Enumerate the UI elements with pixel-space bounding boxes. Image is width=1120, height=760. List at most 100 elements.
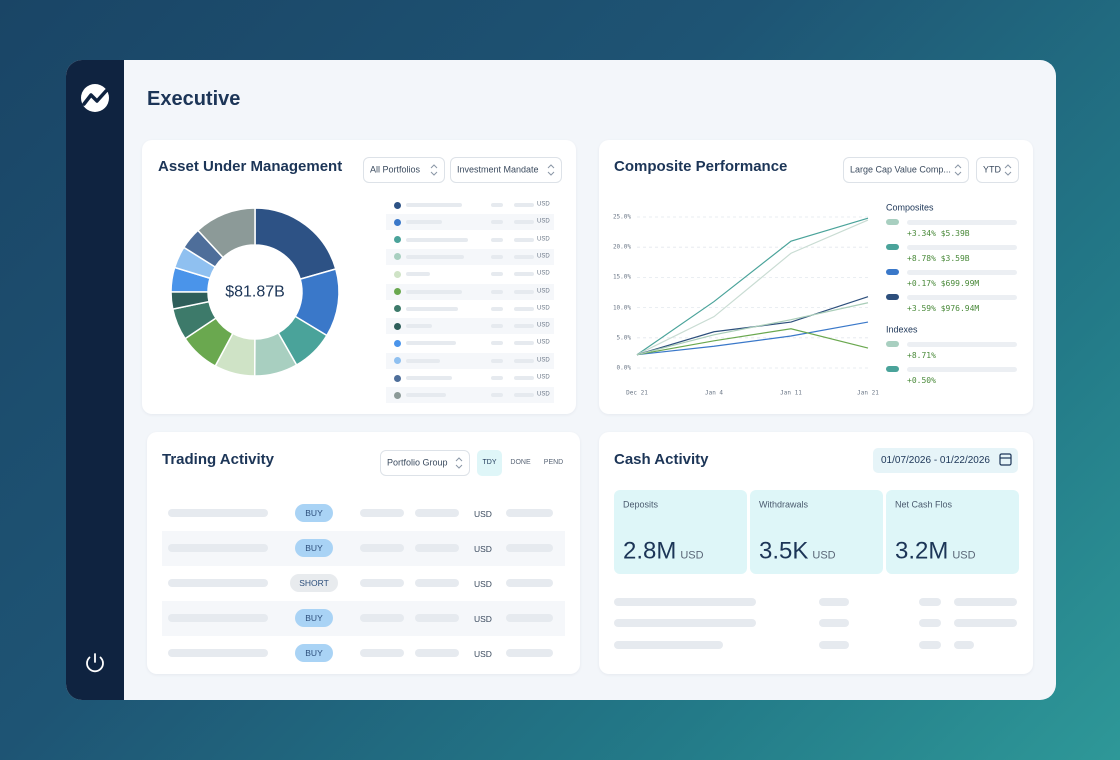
y-tick-label: 25.0%: [612, 213, 631, 221]
placeholder-bar: [506, 544, 553, 552]
select-label: Investment Mandate: [457, 164, 539, 175]
placeholder-bar: [406, 237, 468, 242]
placeholder-bar: [491, 203, 503, 207]
date-range[interactable]: [873, 448, 1018, 473]
chevron: [547, 164, 555, 176]
select[interactable]: [976, 157, 1019, 183]
select-label: YTD: [983, 164, 1001, 175]
placeholder-bar: [514, 272, 534, 277]
series-line: [636, 321, 869, 356]
placeholder-bar: [514, 254, 534, 259]
legend-swatch: [886, 219, 899, 225]
side-label: SHORT: [299, 577, 329, 588]
power-button[interactable]: [86, 653, 104, 673]
placeholder-bar: [415, 649, 459, 657]
placeholder-bar: [406, 306, 458, 311]
currency-label: USD: [537, 339, 550, 346]
currency-label: USD: [537, 218, 550, 225]
placeholder-bar: [514, 358, 534, 363]
placeholder-bar: [514, 306, 534, 311]
placeholder-bar: [907, 294, 1017, 300]
placeholder-bar: [406, 358, 440, 363]
placeholder-bar: [514, 376, 534, 380]
placeholder-bar: [506, 579, 553, 587]
series-line: [636, 217, 869, 356]
placeholder-bar: [907, 366, 1017, 372]
y-tick-label: 20.0%: [612, 243, 631, 251]
legend-swatch: [394, 339, 401, 347]
legend-value: +0.50%: [907, 376, 936, 386]
metric-card: [614, 490, 747, 574]
currency-label: USD: [537, 236, 550, 242]
legend-swatch: [394, 201, 401, 209]
select[interactable]: [363, 157, 445, 183]
placeholder-bar: [491, 393, 503, 398]
placeholder-bar: [614, 641, 723, 649]
placeholder-bar: [406, 203, 462, 207]
placeholder-bar: [491, 272, 503, 277]
tab: DONE: [510, 458, 531, 466]
placeholder-bar: [954, 598, 1017, 606]
placeholder-bar: [415, 509, 459, 517]
select-label: Large Cap Value Comp...: [850, 164, 951, 175]
placeholder-bar: [819, 598, 849, 606]
placeholder-bar: [491, 341, 503, 346]
placeholder-bar: [415, 579, 459, 587]
logo[interactable]: [81, 84, 109, 112]
card-title: Cash Activity: [614, 451, 709, 468]
legend-value: +0.17% $699.99M: [907, 279, 980, 289]
side-badge: [295, 609, 333, 627]
metric-card: [886, 490, 1019, 574]
legend-heading: Indexes: [886, 324, 918, 335]
placeholder-bar: [491, 306, 503, 311]
placeholder-bar: [168, 509, 268, 517]
select[interactable]: [843, 157, 969, 183]
tab-active[interactable]: [477, 450, 502, 476]
chevron: [954, 164, 962, 176]
row-bg: [386, 318, 554, 335]
metric-unit: USD: [812, 549, 836, 562]
placeholder-bar: [360, 544, 404, 552]
currency-label: USD: [537, 270, 550, 277]
x-tick-label: Jan 4: [704, 389, 724, 397]
series-line: [636, 302, 869, 356]
placeholder-bar: [514, 289, 534, 294]
placeholder-bar: [406, 376, 452, 380]
select[interactable]: [380, 450, 470, 476]
placeholder-bar: [491, 220, 503, 225]
placeholder-bar: [168, 649, 268, 657]
placeholder-bar: [514, 324, 534, 329]
legend-swatch: [394, 322, 401, 330]
placeholder-bar: [491, 358, 503, 363]
legend-swatch: [394, 270, 401, 278]
placeholder-bar: [954, 619, 1017, 627]
placeholder-bar: [415, 544, 459, 552]
placeholder-bar: [406, 393, 446, 398]
placeholder-bar: [406, 341, 456, 346]
placeholder-bar: [907, 219, 1017, 225]
metric-amount: 3.2M: [895, 537, 949, 565]
side-badge: [295, 539, 333, 557]
placeholder-bar: [819, 641, 849, 649]
legend-value: +8.71%: [907, 351, 936, 361]
placeholder-bar: [491, 324, 503, 329]
legend-value: +3.59% $976.94M: [907, 304, 980, 314]
y-tick-label: 0.0%: [616, 364, 631, 372]
currency-label: USD: [474, 648, 492, 659]
x-tick-label: Jan 21: [857, 389, 879, 397]
legend-swatch: [394, 357, 401, 365]
side-badge: [295, 644, 333, 662]
row-bg: [386, 214, 554, 231]
legend-swatch: [886, 244, 899, 250]
currency-label: USD: [537, 287, 550, 294]
legend-swatch: [394, 305, 401, 313]
metric-amount: 2.8M: [623, 537, 677, 565]
series-line: [636, 328, 869, 356]
placeholder-bar: [954, 641, 974, 649]
select[interactable]: [450, 157, 562, 183]
legend-heading: Composites: [886, 202, 934, 213]
placeholder-bar: [919, 598, 941, 606]
y-tick-label: 10.0%: [612, 304, 631, 311]
